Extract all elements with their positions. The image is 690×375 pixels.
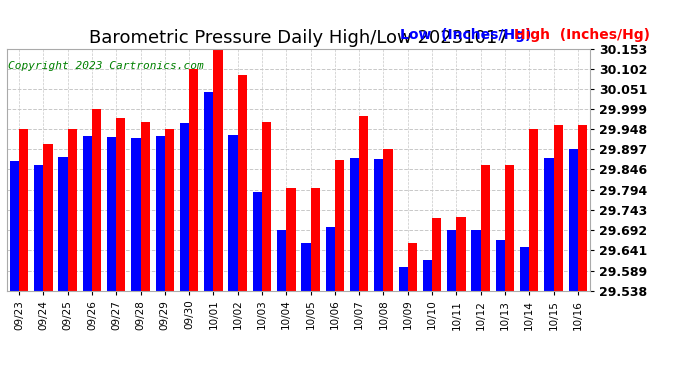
Bar [495,240,505,291]
Bar [59,157,68,291]
Bar [569,149,578,291]
Bar [408,243,417,291]
Bar [529,129,538,291]
Bar [43,144,52,291]
Bar [204,92,213,291]
Bar [447,230,456,291]
Bar [359,116,368,291]
Bar [384,149,393,291]
Bar [131,138,141,291]
Bar [189,69,198,291]
Bar [505,165,514,291]
Bar [213,49,223,291]
Bar [165,129,174,291]
Bar [326,227,335,291]
Text: Low  (Inches/Hg): Low (Inches/Hg) [400,28,531,42]
Title: Barometric Pressure Daily High/Low 20231017: Barometric Pressure Daily High/Low 20231… [88,29,509,47]
Bar [423,260,432,291]
Bar [432,218,442,291]
Bar [83,136,92,291]
Bar [107,137,116,291]
Bar [116,118,126,291]
Bar [262,122,271,291]
Bar [374,159,384,291]
Bar [481,165,490,291]
Bar [180,123,189,291]
Bar [553,126,563,291]
Bar [335,160,344,291]
Bar [19,129,28,291]
Text: High  (Inches/Hg): High (Inches/Hg) [514,28,650,42]
Bar [253,192,262,291]
Bar [520,248,529,291]
Bar [399,267,408,291]
Bar [302,243,310,291]
Bar [237,75,247,291]
Bar [10,161,19,291]
Bar [34,165,43,291]
Bar [310,188,319,291]
Bar [350,158,359,291]
Bar [228,135,237,291]
Bar [68,129,77,291]
Bar [578,124,587,291]
Bar [544,158,553,291]
Bar [456,217,466,291]
Bar [277,230,286,291]
Bar [155,136,165,291]
Bar [471,230,481,291]
Bar [286,188,295,291]
Bar [141,122,150,291]
Bar [92,110,101,291]
Text: Copyright 2023 Cartronics.com: Copyright 2023 Cartronics.com [8,62,204,71]
